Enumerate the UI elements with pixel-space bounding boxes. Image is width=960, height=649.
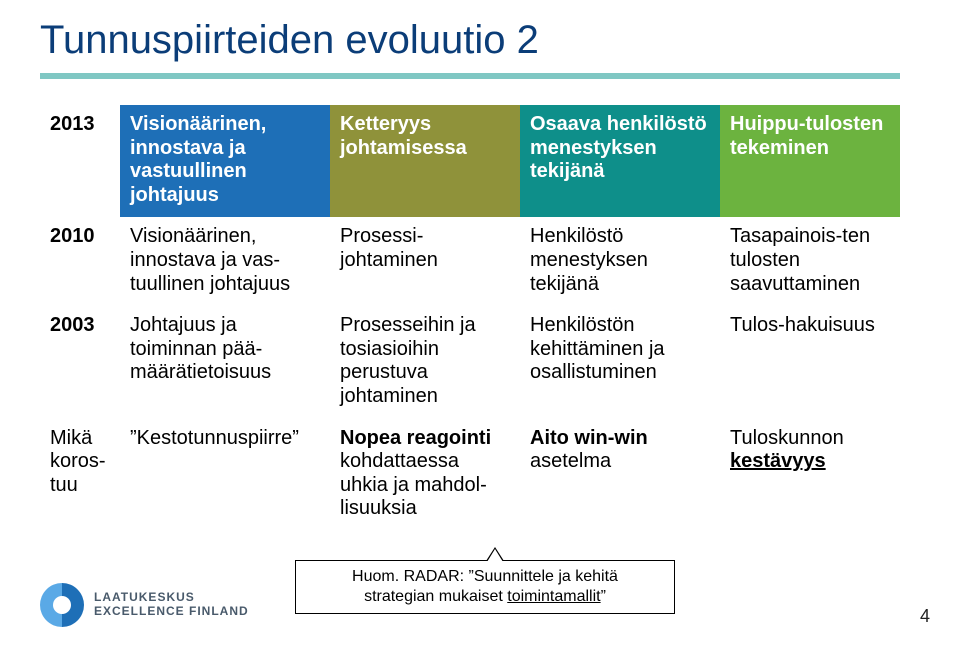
cell-kesto: ”Kestotunnuspiirre” [120, 419, 330, 531]
callout-box: Huom. RADAR: ”Suunnittele ja kehitä stra… [295, 560, 675, 614]
logo-mark-icon [40, 583, 84, 627]
callout-line1: Huom. RADAR: ”Suunnittele ja kehitä [352, 568, 618, 585]
cell-results-2010: Tasapainois-ten tulosten saavuttaminen [720, 217, 900, 306]
cell-leadership-2013: Visionäärinen, innostava ja vastuullinen… [120, 105, 330, 217]
cell-kestavyys: Tuloskunnon kestävyys [720, 419, 900, 531]
title-underline [40, 73, 900, 79]
callout-tail-inner-icon [487, 549, 503, 562]
cell-people-2010: Henkilöstö menestyksen tekijänä [520, 217, 720, 306]
slide-title: Tunnuspiirteiden evoluutio 2 [40, 18, 920, 63]
cell-results-2013: Huippu-tulosten tekeminen [720, 105, 900, 217]
cell-process-2010: Prosessi-johtaminen [330, 217, 520, 306]
cell-reagointi: Nopea reagointi kohdattaessa uhkia ja ma… [330, 419, 520, 531]
table-row: 2010 Visionäärinen, innostava ja vas-tuu… [40, 217, 900, 306]
callout-underline: toimintamallit [507, 588, 600, 605]
year-cell: 2010 [40, 217, 120, 306]
logo-text: LAATUKESKUS EXCELLENCE FINLAND [94, 591, 249, 619]
table-row: 2013 Visionäärinen, innostava ja vastuul… [40, 105, 900, 217]
text-span: kohdattaessa uhkia ja mahdol-lisuuksia [340, 450, 487, 519]
logo-line1: LAATUKESKUS [94, 591, 249, 605]
cell-leadership-2003: Johtajuus ja toiminnan pää-määrätietoisu… [120, 306, 330, 418]
callout-line2-post: ” [601, 588, 606, 605]
radar-callout: Huom. RADAR: ”Suunnittele ja kehitä stra… [295, 560, 675, 614]
cell-results-2003: Tulos-hakuisuus [720, 306, 900, 418]
year-cell: 2013 [40, 105, 120, 217]
text-span: Tuloskunnon [730, 427, 844, 449]
cell-process-2003: Prosesseihin ja tosiasioihin perustuva j… [330, 306, 520, 418]
logo-line2: EXCELLENCE FINLAND [94, 605, 249, 619]
year-cell: 2003 [40, 306, 120, 418]
underline-span: kestävyys [730, 450, 826, 472]
bold-span: Aito win-win [530, 427, 648, 449]
table-row-emphasis: Mikä koros-tuu ”Kestotunnuspiirre” Nopea… [40, 419, 900, 531]
bold-span: Nopea reagointi [340, 427, 491, 449]
callout-line2-pre: strategian mukaiset [364, 588, 507, 605]
text-span: asetelma [530, 450, 611, 472]
cell-leadership-2010: Visionäärinen, innostava ja vas-tuulline… [120, 217, 330, 306]
page-number: 4 [920, 606, 930, 627]
cell-people-2003: Henkilöstön kehittäminen ja osallistumin… [520, 306, 720, 418]
brand-logo: LAATUKESKUS EXCELLENCE FINLAND [40, 583, 249, 627]
slide: Tunnuspiirteiden evoluutio 2 2013 Vision… [0, 0, 960, 649]
row-label: Mikä koros-tuu [40, 419, 120, 531]
cell-process-2013: Ketteryys johtamisessa [330, 105, 520, 217]
table-row: 2003 Johtajuus ja toiminnan pää-määrätie… [40, 306, 900, 418]
cell-people-2013: Osaava henkilöstö menestyksen tekijänä [520, 105, 720, 217]
cell-winwin: Aito win-win asetelma [520, 419, 720, 531]
evolution-table: 2013 Visionäärinen, innostava ja vastuul… [40, 105, 900, 531]
